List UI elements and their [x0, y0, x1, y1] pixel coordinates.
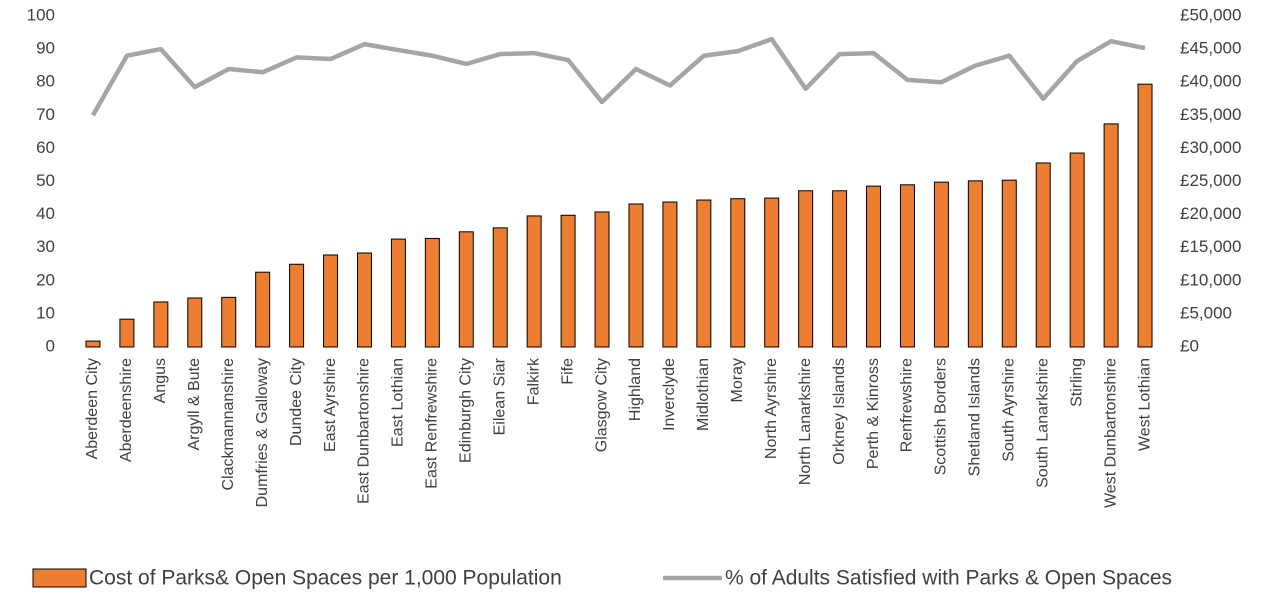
x-tick-label: North Lanarkshire: [797, 358, 814, 485]
x-tick-label: East Lothian: [390, 358, 407, 447]
x-tick-label: North Ayrshire: [763, 358, 780, 459]
bar: [458, 231, 474, 348]
line: [91, 36, 1146, 117]
bar: [1137, 83, 1153, 348]
bar: [390, 238, 406, 348]
x-tick-label: Fife: [559, 358, 576, 385]
x-tick-label: Perth & Kinross: [865, 358, 882, 469]
x-tick-label: Moray: [729, 358, 746, 402]
bar: [628, 203, 644, 348]
bar: [866, 185, 882, 348]
bar: [289, 263, 305, 348]
bar: [1001, 179, 1017, 348]
x-tick-label: Edinburgh City: [458, 358, 475, 463]
x-tick-label: Clackmannanshire: [220, 358, 237, 491]
legend-label: % of Adults Satisfied with Parks & Open …: [725, 567, 1172, 590]
y-tick-label: 20: [36, 270, 55, 289]
y2-tick-label: £10,000: [1180, 270, 1241, 289]
x-tick-label: Inverclyde: [661, 358, 678, 431]
x-tick-label: Dundee City: [288, 358, 305, 446]
y-tick-label: 80: [36, 72, 55, 91]
x-tick-label: East Ayrshire: [322, 358, 339, 452]
y2-tick-label: £20,000: [1180, 204, 1241, 223]
bar: [1035, 162, 1051, 348]
x-tick-label: Highland: [627, 358, 644, 421]
x-tick-label: Falkirk: [525, 357, 542, 405]
bar: [594, 211, 610, 348]
y-tick-label: 50: [36, 171, 55, 190]
legend-swatch: [32, 568, 87, 588]
bar: [492, 227, 508, 348]
y-tick-label: 90: [36, 39, 55, 58]
bar: [1103, 123, 1119, 348]
x-tick-label: Renfrewshire: [899, 358, 916, 452]
legend-label: Cost of Parks& Open Spaces per 1,000 Pop…: [89, 567, 562, 590]
y2-tick-label: £40,000: [1180, 72, 1241, 91]
bar: [764, 197, 780, 348]
x-tick-label: Eilean Siar: [491, 357, 508, 435]
bar: [153, 301, 169, 348]
x-tick-label: Stirling: [1068, 358, 1085, 407]
y2-tick-label: £50,000: [1180, 5, 1241, 24]
y2-tick-label: £45,000: [1180, 39, 1241, 58]
bar: [967, 180, 983, 348]
bar: [424, 237, 440, 348]
x-tick-label: South Ayrshire: [1001, 358, 1018, 462]
x-tick-label: Aberdeen City: [84, 358, 101, 459]
x-tick-label: West Lothian: [1136, 358, 1153, 451]
bar: [933, 181, 949, 348]
bar: [526, 215, 542, 348]
y-tick-label: 60: [36, 138, 55, 157]
bar: [662, 201, 678, 348]
x-tick-label: Aberdeenshire: [118, 358, 135, 462]
x-tick-label: Orkney Islands: [831, 358, 848, 465]
x-tick-label: Midlothian: [695, 358, 712, 431]
x-tick-label: West Dunbartonshire: [1102, 358, 1119, 508]
bar: [255, 271, 271, 348]
x-tick-label: East Dunbartonshire: [356, 358, 373, 504]
x-tick-label: Scottish Borders: [933, 358, 950, 475]
y-tick-label: 70: [36, 105, 55, 124]
y-tick-label: 10: [36, 303, 55, 322]
bar: [730, 198, 746, 348]
y-tick-label: 40: [36, 204, 55, 223]
bar: [356, 252, 372, 348]
y-tick-label: 30: [36, 237, 55, 256]
y2-tick-label: £15,000: [1180, 237, 1241, 256]
x-tick-label: Angus: [152, 358, 169, 403]
x-tick-label: Shetland Islands: [967, 358, 984, 476]
bar: [832, 190, 848, 348]
y2-tick-label: £25,000: [1180, 171, 1241, 190]
y-tick-label: 100: [27, 5, 55, 24]
y2-tick-label: £35,000: [1180, 105, 1241, 124]
x-tick-label: Argyll & Bute: [186, 358, 203, 451]
bar: [221, 296, 237, 348]
bar: [187, 297, 203, 348]
bar: [798, 190, 814, 348]
x-tick-label: East Renfrewshire: [424, 358, 441, 489]
y2-tick-label: £5,000: [1180, 303, 1232, 322]
bar: [696, 199, 712, 348]
bar: [323, 254, 339, 348]
bar: [119, 318, 135, 348]
y2-tick-label: £30,000: [1180, 138, 1241, 157]
y2-tick-label: £0: [1180, 336, 1199, 355]
x-tick-label: Dumfries & Galloway: [254, 358, 271, 507]
bar: [899, 184, 915, 348]
bar: [560, 214, 576, 348]
bar: [1069, 152, 1085, 348]
y-tick-label: 0: [46, 336, 55, 355]
x-tick-label: Glasgow City: [593, 358, 610, 452]
x-tick-label: South Lanarkshire: [1034, 358, 1051, 488]
bar: [85, 340, 101, 348]
